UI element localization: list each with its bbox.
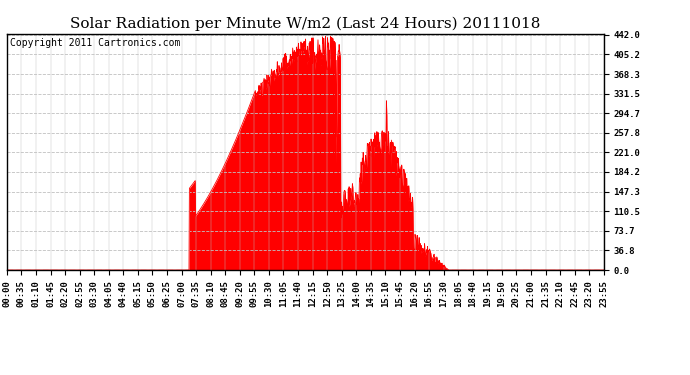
Text: Copyright 2011 Cartronics.com: Copyright 2011 Cartronics.com (10, 39, 180, 48)
Title: Solar Radiation per Minute W/m2 (Last 24 Hours) 20111018: Solar Radiation per Minute W/m2 (Last 24… (70, 17, 540, 31)
